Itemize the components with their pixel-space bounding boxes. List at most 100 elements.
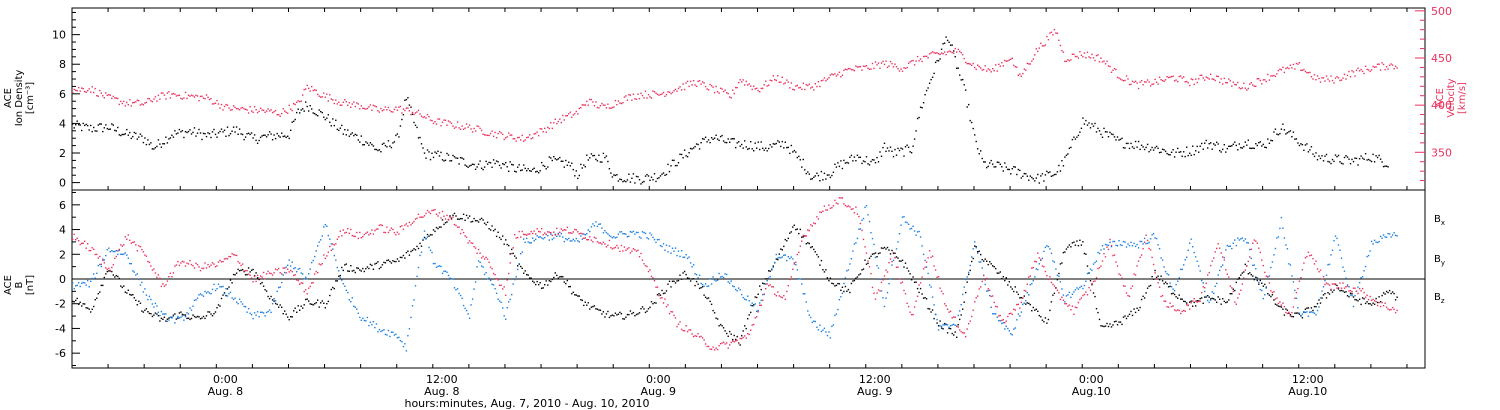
velocity-point	[912, 59, 914, 62]
density-point	[889, 146, 892, 148]
velocity-point	[1193, 83, 1195, 86]
by-point	[1067, 294, 1069, 296]
bx-point	[359, 269, 361, 271]
velocity-point	[656, 93, 659, 95]
bz-point	[535, 233, 537, 235]
bz-point	[278, 267, 280, 270]
density-point	[1127, 142, 1129, 145]
density-point	[1355, 157, 1358, 160]
bz-point	[655, 286, 657, 288]
velocity-point	[94, 87, 96, 90]
density-point	[492, 159, 495, 161]
bz-point	[109, 269, 111, 272]
bz-point	[429, 212, 432, 215]
by-point	[1116, 245, 1119, 247]
bz-point	[541, 227, 543, 230]
by-point	[115, 250, 117, 252]
by-point	[608, 234, 611, 237]
by-point	[100, 265, 102, 268]
bz-point	[435, 213, 438, 215]
velocity-point	[1116, 76, 1119, 79]
bx-point	[1304, 308, 1307, 310]
bx-point	[279, 304, 281, 306]
velocity-point	[1031, 60, 1033, 62]
bz-point	[1360, 290, 1362, 292]
bz-point	[1270, 290, 1272, 292]
velocity-point	[354, 105, 356, 108]
bz-point	[1384, 302, 1386, 304]
density-point	[1208, 143, 1210, 145]
by-point	[1013, 328, 1015, 330]
density-point	[103, 127, 105, 129]
velocity-point	[210, 97, 212, 100]
by-point	[1210, 299, 1212, 301]
bx-point	[1158, 279, 1161, 281]
bx-point	[333, 287, 335, 290]
velocity-point	[886, 66, 889, 69]
density-point	[91, 130, 93, 133]
bx-point	[995, 267, 997, 270]
velocity-point	[138, 100, 140, 102]
bz-point	[956, 325, 958, 327]
velocity-point	[405, 107, 408, 109]
bz-point	[981, 280, 983, 283]
by-point	[886, 291, 889, 294]
by-point	[697, 277, 699, 279]
by-point	[1163, 266, 1165, 268]
bz-point	[356, 231, 358, 234]
density-point	[817, 174, 820, 177]
bx-point	[287, 316, 289, 318]
by-point	[727, 281, 729, 283]
bx-point	[998, 272, 1000, 274]
density-point	[130, 137, 132, 140]
velocity-point	[1100, 57, 1102, 59]
velocity-point	[1376, 63, 1379, 65]
bx-point	[557, 277, 559, 279]
bx-point	[677, 279, 680, 282]
bz-point	[471, 242, 474, 245]
density-point	[575, 170, 577, 172]
bx-point	[256, 277, 259, 279]
density-point	[641, 181, 644, 184]
bx-point	[662, 292, 665, 295]
bx-point	[306, 298, 308, 300]
velocity-point	[598, 107, 600, 109]
density-point	[943, 42, 946, 44]
by-point	[1298, 312, 1301, 314]
velocity-point	[1231, 85, 1233, 87]
by-point	[536, 235, 538, 237]
bx-point	[535, 283, 537, 286]
velocity-point	[915, 60, 917, 62]
bz-point	[712, 346, 714, 348]
velocity-point	[750, 85, 752, 87]
by-point	[141, 281, 143, 284]
bx-point	[793, 224, 795, 226]
by-point	[1035, 268, 1037, 270]
bx-point	[426, 233, 429, 236]
by-point	[1246, 241, 1248, 244]
by-point	[168, 319, 170, 321]
bx-point	[407, 250, 409, 252]
bx-point	[574, 294, 576, 296]
velocity-point	[856, 66, 859, 68]
density-point	[975, 140, 977, 143]
velocity-point	[1053, 29, 1056, 31]
density-point	[1068, 147, 1071, 149]
bx-point	[916, 287, 919, 290]
bx-point	[186, 317, 188, 320]
by-point	[936, 318, 938, 321]
by-point	[898, 233, 901, 235]
bx-point	[1192, 305, 1194, 307]
bz-point	[1070, 309, 1072, 311]
density-point	[420, 143, 423, 145]
bz-point	[729, 344, 731, 346]
bz-point	[467, 242, 469, 244]
bz-point	[1277, 302, 1280, 305]
b-axis-label: [nT]	[25, 275, 36, 295]
density-point	[873, 159, 875, 161]
density-point	[876, 156, 878, 159]
bx-point	[440, 226, 442, 228]
by-point	[177, 315, 179, 318]
bx-point	[980, 253, 982, 256]
bz-point	[1183, 309, 1185, 312]
